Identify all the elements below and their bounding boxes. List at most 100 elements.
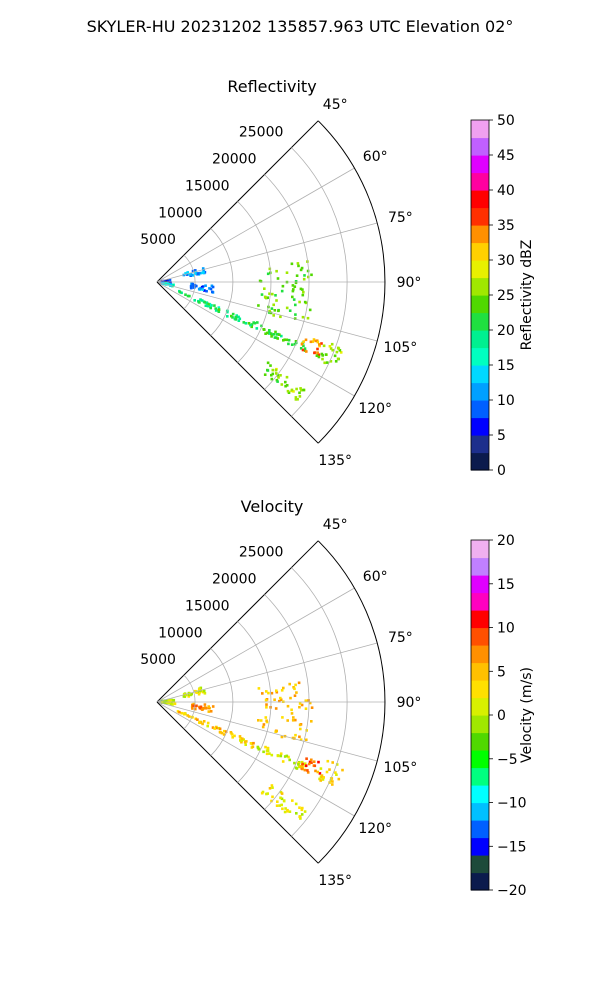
azimuth-tick-label: 45° xyxy=(323,517,348,533)
radar-gate xyxy=(307,762,311,766)
radar-gate xyxy=(202,268,205,272)
radar-gate xyxy=(291,295,294,299)
radar-gate xyxy=(293,342,297,346)
radar-gate xyxy=(280,797,284,801)
radar-gate xyxy=(230,314,233,318)
radar-gate xyxy=(200,299,204,302)
radar-gate xyxy=(298,815,301,819)
radar-gate xyxy=(238,735,242,738)
radar-gate xyxy=(298,705,301,709)
radar-gate xyxy=(226,315,229,318)
radar-gate xyxy=(193,299,196,302)
colorbar-tick-label: 5 xyxy=(497,664,506,680)
colorbar-segment xyxy=(471,120,489,139)
radar-gate xyxy=(275,378,279,382)
radar-gate xyxy=(334,360,338,363)
radar-gate xyxy=(301,348,305,352)
radar-gate xyxy=(329,779,333,782)
radar-gate xyxy=(198,301,201,304)
radar-gate xyxy=(274,368,278,372)
radar-gate xyxy=(310,761,313,764)
radar-gate xyxy=(304,707,308,710)
radar-gate xyxy=(285,375,289,379)
radar-gate xyxy=(339,351,343,354)
radar-gate xyxy=(316,770,320,774)
radar-gate xyxy=(271,786,274,789)
radar-gate xyxy=(320,774,324,777)
radar-gate xyxy=(249,323,252,327)
radar-gate xyxy=(192,704,195,708)
radar-gate xyxy=(201,267,205,270)
radar-gate xyxy=(335,350,339,354)
radar-gate xyxy=(188,294,191,298)
colorbar-segment xyxy=(471,452,489,471)
radar-gate xyxy=(274,330,277,334)
radar-gate xyxy=(204,707,208,710)
radar-gate xyxy=(290,343,294,346)
radar-gate xyxy=(272,303,275,307)
colorbar-tick-label: 50 xyxy=(497,113,515,129)
radar-gate xyxy=(298,806,301,809)
radar-gate xyxy=(205,289,208,293)
radar-gate xyxy=(292,390,295,393)
range-tick-label: 5000 xyxy=(140,652,176,668)
radar-gate xyxy=(271,795,274,799)
radar-gate xyxy=(255,327,259,330)
azimuth-tick-label: 120° xyxy=(358,401,392,417)
radar-gate xyxy=(196,272,200,275)
radar-gate xyxy=(293,317,297,320)
radar-gate xyxy=(286,810,289,813)
radar-gate xyxy=(206,721,210,725)
range-ring xyxy=(264,174,310,390)
radar-gate xyxy=(290,388,294,392)
radar-gate xyxy=(231,316,234,319)
radar-gate xyxy=(285,754,289,758)
radar-gate xyxy=(313,351,316,355)
radar-gate xyxy=(280,735,284,739)
radar-gate xyxy=(305,350,308,353)
colorbar-tick-label: 40 xyxy=(497,183,515,199)
azimuth-tick-label: 75° xyxy=(388,630,413,646)
radar-gate xyxy=(270,799,273,803)
radar-gate xyxy=(298,702,302,705)
radar-gate xyxy=(176,710,180,713)
radar-gate xyxy=(231,736,234,739)
radar-gate xyxy=(292,288,295,291)
radar-gate xyxy=(198,721,201,724)
radar-gate xyxy=(264,698,268,702)
radar-gate xyxy=(328,345,332,348)
radar-gate xyxy=(321,778,325,781)
radar-gate xyxy=(194,717,198,721)
radar-gate xyxy=(266,331,269,335)
radar-gate xyxy=(264,332,267,335)
radar-gate xyxy=(336,357,340,361)
radar-gate xyxy=(314,339,317,343)
radar-gate xyxy=(302,277,306,281)
radar-gate xyxy=(203,692,207,695)
radar-gate xyxy=(266,361,270,365)
azimuth-tick-label: 75° xyxy=(388,210,413,226)
radar-gate xyxy=(276,754,280,757)
radar-gate xyxy=(270,753,274,757)
colorbar-segment xyxy=(471,872,489,891)
radar-gate xyxy=(276,333,279,336)
range-tick-label: 25000 xyxy=(239,545,284,561)
colorbar-segment xyxy=(471,575,489,594)
radar-gate xyxy=(299,347,303,350)
radar-gate xyxy=(271,368,275,372)
radar-gate xyxy=(203,301,207,304)
colorbar-label: Velocity (m/s) xyxy=(519,667,535,763)
radar-gate xyxy=(240,740,243,744)
radar-gate xyxy=(280,803,283,807)
radar-gate xyxy=(285,338,289,342)
colorbar-tick-label: −10 xyxy=(497,796,527,812)
colorbar-segment xyxy=(471,312,489,331)
radar-gate xyxy=(189,285,193,288)
radar-gate xyxy=(189,286,193,290)
radar-gate xyxy=(199,705,203,709)
radar-gate xyxy=(196,718,199,721)
azimuth-tick-label: 120° xyxy=(358,821,392,837)
radar-gate xyxy=(197,688,201,691)
radar-gate xyxy=(230,733,234,736)
radar-gate xyxy=(267,311,271,314)
